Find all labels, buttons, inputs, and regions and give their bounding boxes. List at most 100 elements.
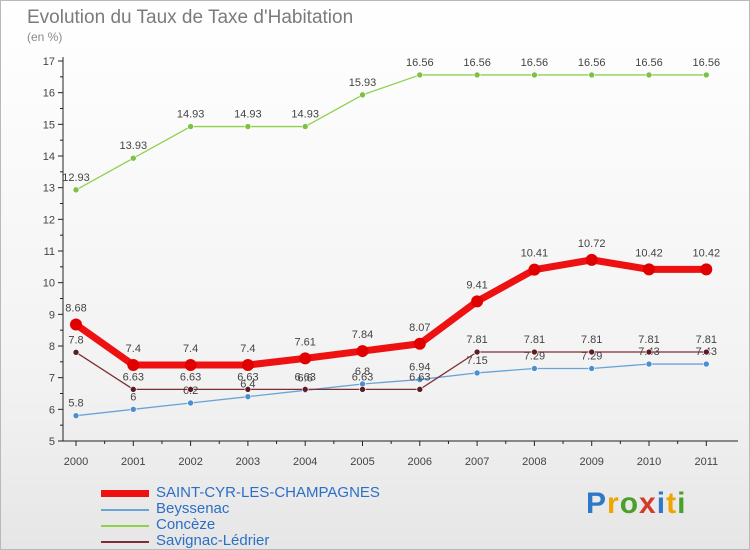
brand-letter: o: [619, 487, 640, 520]
data-point-conc-ze: [301, 123, 309, 130]
data-point-saint-cyr-les-champagnes: [127, 359, 140, 371]
data-label-beyssenac: 7.15: [466, 355, 487, 367]
data-label-conc-ze: 14.93: [291, 109, 319, 121]
data-label-beyssenac: 6: [130, 391, 136, 403]
y-tick-label: 12: [43, 214, 55, 226]
data-point-savignac-l-drier: [72, 349, 80, 356]
data-point-saint-cyr-les-champagnes: [356, 345, 369, 358]
legend-swatch-beyssenac: [101, 509, 149, 511]
data-point-conc-ze: [645, 71, 653, 79]
data-label-beyssenac: 7.29: [581, 350, 602, 362]
chart-title: Evolution du Taux de Taxe d'Habitation: [27, 7, 354, 28]
x-tick-label: 2005: [350, 456, 374, 468]
data-point-saint-cyr-les-champagnes: [299, 352, 312, 365]
data-point-saint-cyr-les-champagnes: [700, 263, 713, 276]
data-label-savignac-l-drier: 6.63: [352, 371, 373, 383]
data-label-saint-cyr-les-champagnes: 10.72: [578, 238, 606, 250]
series-line-conc-ze: [75, 74, 707, 191]
y-tick-label: 11: [44, 246, 55, 258]
chart-subtitle: (en %): [27, 30, 63, 44]
data-point-beyssenac: [244, 393, 252, 400]
y-tick-label: 14: [43, 151, 55, 163]
data-point-savignac-l-drier: [531, 348, 538, 356]
data-label-conc-ze: 16.56: [406, 57, 434, 69]
data-label-conc-ze: 14.93: [234, 109, 262, 121]
data-point-beyssenac: [645, 360, 653, 368]
data-point-saint-cyr-les-champagnes: [413, 337, 426, 350]
x-tick-label: 2010: [637, 456, 661, 468]
data-label-savignac-l-drier: 6.63: [123, 371, 144, 383]
data-label-beyssenac: 6.6: [298, 372, 313, 384]
x-tick-label: 2009: [579, 456, 603, 468]
series-line-savignac-l-drier: [75, 351, 707, 391]
data-label-savignac-l-drier: 7.81: [524, 334, 545, 346]
data-label-saint-cyr-les-champagnes: 8.68: [65, 302, 86, 314]
data-label-savignac-l-drier: 7.81: [696, 334, 717, 346]
brand-letter: t: [666, 487, 678, 520]
data-point-conc-ze: [72, 186, 80, 194]
y-tick-label: 17: [43, 56, 55, 68]
y-tick-label: 10: [43, 278, 55, 290]
brand-letter: i: [677, 487, 687, 520]
x-tick-label: 2008: [522, 456, 546, 468]
y-tick-label: 8: [49, 341, 55, 353]
data-label-conc-ze: 13.93: [120, 140, 148, 152]
x-tick-label: 2011: [694, 456, 718, 468]
data-label-savignac-l-drier: 7.81: [581, 334, 602, 346]
data-point-conc-ze: [531, 71, 538, 79]
data-point-beyssenac: [702, 360, 710, 368]
data-label-beyssenac: 6.4: [240, 379, 255, 391]
x-tick-label: 2007: [465, 456, 489, 468]
data-point-conc-ze: [702, 71, 710, 79]
series-line-saint-cyr-les-champagnes: [72, 256, 710, 369]
x-tick-label: 2006: [408, 456, 432, 468]
y-tick-label: 15: [43, 119, 55, 131]
data-label-saint-cyr-les-champagnes: 10.42: [693, 247, 721, 259]
data-point-savignac-l-drier: [473, 348, 481, 356]
data-point-saint-cyr-les-champagnes: [643, 263, 655, 276]
data-label-beyssenac: 6.94: [409, 362, 430, 374]
data-label-beyssenac: 7.29: [524, 350, 545, 362]
brand-letter: P: [586, 487, 608, 520]
data-label-savignac-l-drier: 6.63: [294, 371, 315, 383]
data-point-conc-ze: [244, 123, 252, 130]
data-point-saint-cyr-les-champagnes: [70, 318, 82, 331]
data-point-conc-ze: [359, 91, 366, 99]
data-label-savignac-l-drier: 6.63: [409, 371, 430, 383]
data-label-saint-cyr-les-champagnes: 10.42: [635, 247, 663, 259]
data-point-beyssenac: [473, 369, 481, 377]
data-point-savignac-l-drier: [244, 386, 252, 393]
brand-letter: r: [607, 487, 620, 520]
data-label-saint-cyr-les-champagnes: 7.4: [240, 343, 255, 355]
data-point-beyssenac: [531, 365, 538, 372]
x-tick-label: 2000: [64, 456, 88, 468]
data-label-saint-cyr-les-champagnes: 7.84: [352, 329, 373, 341]
data-label-conc-ze: 16.56: [578, 57, 606, 69]
data-point-savignac-l-drier: [416, 386, 424, 393]
data-label-savignac-l-drier: 7.8: [68, 334, 83, 346]
data-point-saint-cyr-les-champagnes: [241, 359, 254, 371]
brand-letter: x: [639, 487, 657, 520]
x-tick-label: 2002: [178, 456, 202, 468]
data-label-beyssenac: 6.8: [355, 366, 370, 378]
data-label-beyssenac: 5.8: [68, 398, 83, 410]
data-point-savignac-l-drier: [130, 386, 137, 393]
data-point-conc-ze: [130, 154, 137, 162]
legend-label-beyssenac: Beyssenac: [156, 500, 230, 517]
x-tick-label: 2001: [121, 456, 145, 468]
data-point-beyssenac: [72, 412, 80, 419]
data-label-savignac-l-drier: 7.81: [466, 334, 487, 346]
data-label-conc-ze: 12.93: [62, 172, 90, 184]
data-point-beyssenac: [416, 376, 424, 383]
x-tick-label: 2003: [236, 456, 260, 468]
data-label-saint-cyr-les-champagnes: 10.41: [521, 248, 549, 260]
data-label-conc-ze: 16.56: [521, 57, 549, 69]
data-point-conc-ze: [588, 71, 596, 79]
data-point-savignac-l-drier: [301, 386, 309, 393]
data-label-conc-ze: 15.93: [349, 77, 377, 89]
data-point-conc-ze: [473, 71, 481, 79]
data-label-saint-cyr-les-champagnes: 7.4: [183, 343, 198, 355]
legend-label-concese: Concèze: [156, 516, 216, 533]
